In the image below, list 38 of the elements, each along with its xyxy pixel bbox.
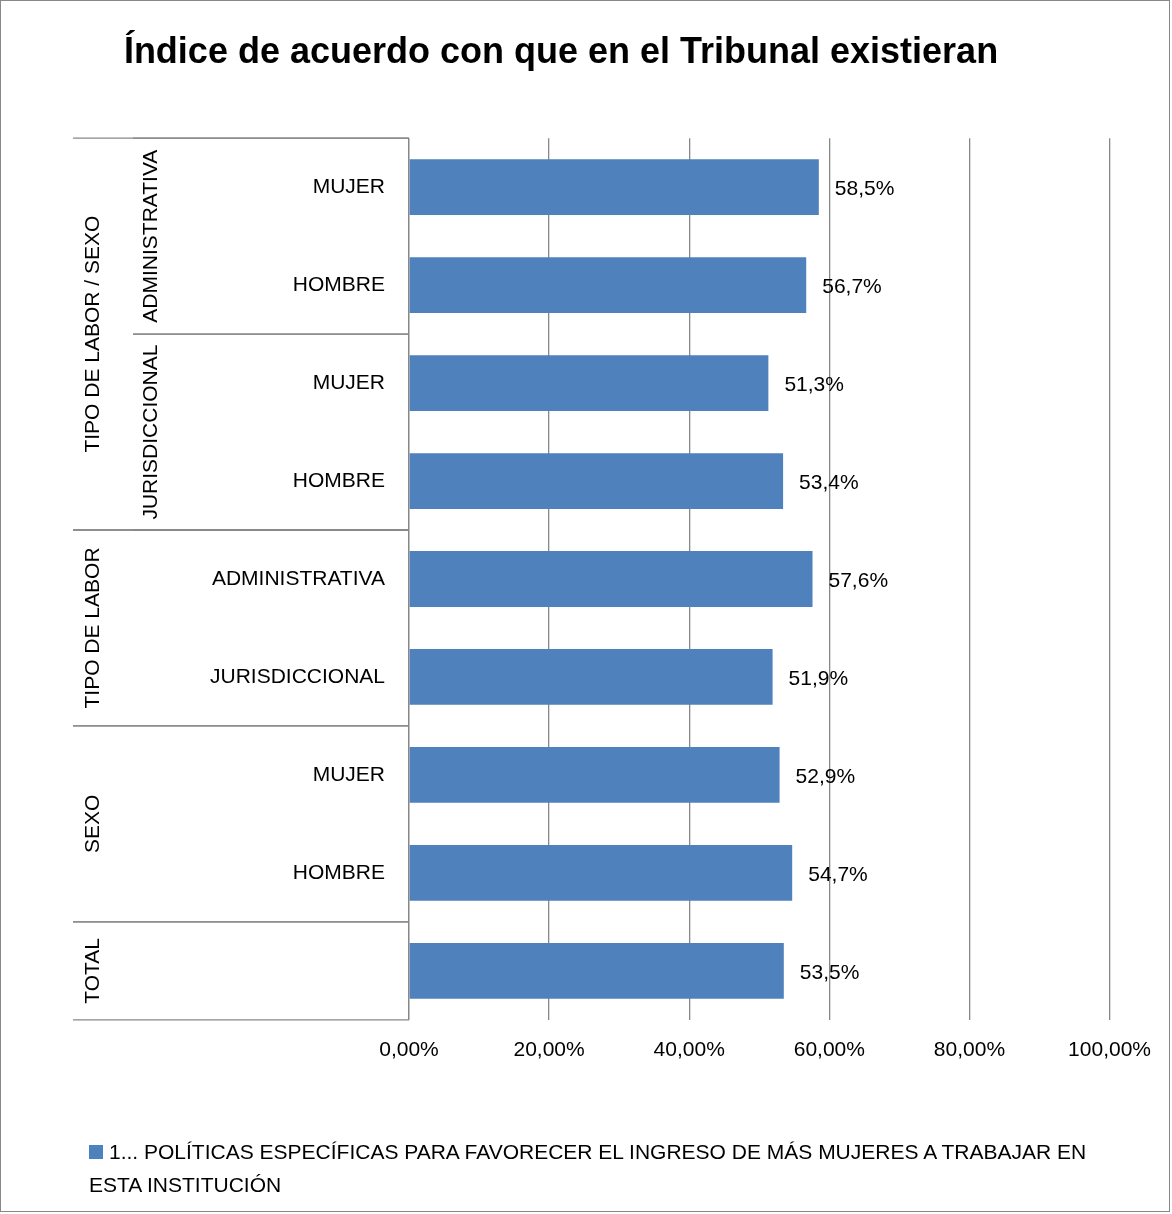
data-label: 57,6% (828, 567, 889, 591)
data-label: 54,7% (808, 861, 868, 885)
text: TIPO DE LABOR (79, 547, 103, 709)
y-tick-label: HOMBRE (292, 859, 385, 883)
y-tick-label: JURISDICCIONAL (209, 663, 385, 687)
bar (409, 159, 819, 216)
text: SEXO (79, 794, 103, 854)
legend-label: 1... POLÍTICAS ESPECÍFICAS PARA FAVORECER EL INGRESO DE MÁS MUJERES A TRABAJAR EN ESTA INSTITUCIÓN (89, 1139, 1088, 1198)
y-tick-label: MUJER (312, 369, 385, 393)
text: TOTAL (79, 937, 103, 1004)
data-label: 58,5% (834, 175, 895, 199)
text: TIPO DE LABOR / SEXO (79, 215, 103, 453)
bar (409, 746, 780, 803)
y-tick-label: HOMBRE (292, 467, 385, 491)
y-tick-label: HOMBRE (292, 271, 385, 295)
x-tick-label: 60,00% (793, 1037, 865, 1061)
bar (409, 355, 769, 412)
data-label: 52,9% (795, 763, 856, 787)
x-tick-label: 100,00% (1068, 1037, 1151, 1061)
chart-title: Índice de acuerdo con que en el Tribunal existieran (123, 29, 999, 71)
bar (409, 257, 807, 314)
x-tick-label: 0,00% (379, 1037, 439, 1061)
x-tick-label: 80,00% (933, 1037, 1006, 1061)
data-label: 53,5% (799, 959, 860, 983)
bar (409, 551, 813, 607)
bar (409, 942, 784, 999)
x-tick-label: 20,00% (513, 1037, 585, 1061)
x-tick-label: 40,00% (653, 1037, 725, 1061)
data-label: 51,9% (788, 665, 849, 689)
bar (409, 844, 793, 901)
y-tick-label: ADMINISTRATIVA (211, 565, 385, 589)
data-label: 53,4% (799, 469, 859, 493)
data-label: 51,3% (784, 371, 844, 395)
bar (409, 649, 773, 705)
y-tick-label: MUJER (312, 761, 385, 785)
bar (409, 453, 784, 509)
y-tick-label: MUJER (312, 173, 385, 197)
data-label: 56,7% (822, 273, 882, 297)
